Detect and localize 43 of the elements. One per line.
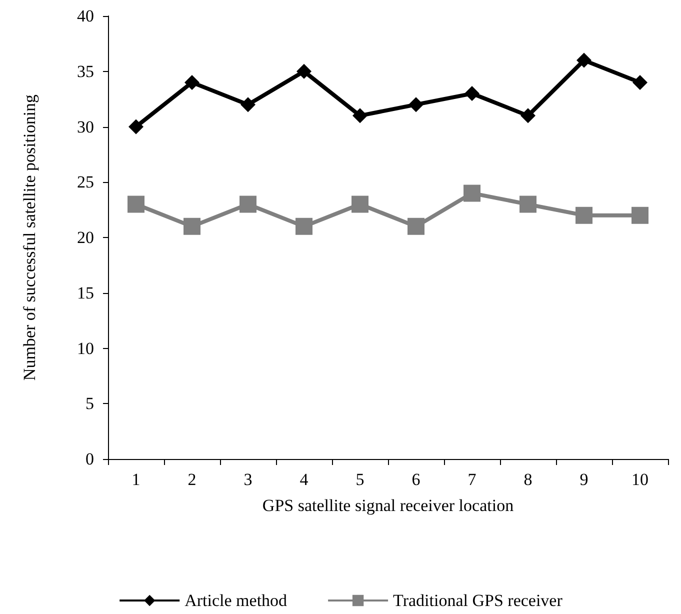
y-tick-label: 5 <box>86 394 94 414</box>
x-tick-label: 9 <box>580 470 588 489</box>
point <box>632 206 648 224</box>
point <box>576 206 592 224</box>
point <box>352 196 368 213</box>
point <box>632 74 648 90</box>
point <box>128 119 144 134</box>
y-tick-label: 10 <box>77 338 94 358</box>
x-tick-label: 7 <box>468 470 477 489</box>
point <box>408 97 424 112</box>
x-tick-label: 4 <box>300 470 309 489</box>
legend-label: Traditional GPS receiver <box>393 591 563 610</box>
y-tick-label: 15 <box>77 283 94 302</box>
y-tick-label: 40 <box>77 6 94 26</box>
point <box>296 64 312 79</box>
y-axis-title: Number of successful satellite positioning <box>20 94 39 381</box>
point <box>240 97 256 112</box>
point <box>520 196 536 213</box>
legend-label: Article method <box>184 591 288 610</box>
x-tick-label: 2 <box>188 470 196 489</box>
point <box>520 108 536 124</box>
y-tick-label: 30 <box>77 117 94 136</box>
point <box>408 218 424 235</box>
point <box>464 184 480 202</box>
point <box>464 86 480 102</box>
point <box>352 108 368 124</box>
point <box>184 74 200 90</box>
point <box>128 196 144 213</box>
y-tick-label: 20 <box>77 228 94 247</box>
x-tick-label: 3 <box>244 470 252 489</box>
y-tick-label: 0 <box>86 450 94 468</box>
x-tick-label: 10 <box>632 470 648 489</box>
y-tick-label: 25 <box>77 172 94 192</box>
point <box>240 196 256 213</box>
point <box>184 218 200 235</box>
x-axis-title: GPS satellite signal receiver location <box>262 496 514 515</box>
x-tick-label: 1 <box>132 470 140 489</box>
x-tick-label: 8 <box>524 470 532 489</box>
point <box>576 52 592 68</box>
x-tick-label: 5 <box>356 470 364 489</box>
y-tick-label: 35 <box>77 62 94 81</box>
x-tick-label: 6 <box>412 470 420 489</box>
point <box>296 218 312 235</box>
